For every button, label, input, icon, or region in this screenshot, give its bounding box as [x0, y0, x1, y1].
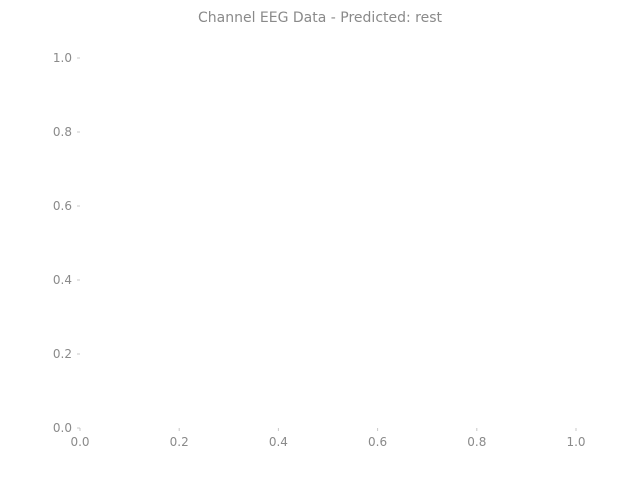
- y-tick-label: 0.8: [53, 125, 72, 139]
- y-tick-label: 0.0: [53, 421, 72, 435]
- x-tick-label: 0.0: [70, 435, 89, 449]
- x-tick-label: 1.0: [566, 435, 585, 449]
- x-tick-label: 0.6: [368, 435, 387, 449]
- y-tick-label: 0.4: [53, 273, 72, 287]
- x-tick-label: 0.8: [467, 435, 486, 449]
- x-axis: 0.0 0.2 0.4 0.6 0.8 1.0: [70, 428, 586, 449]
- x-tick-label: 0.2: [170, 435, 189, 449]
- y-tick-label: 1.0: [53, 51, 72, 65]
- x-tick-label: 0.4: [269, 435, 288, 449]
- y-tick-label: 0.2: [53, 347, 72, 361]
- chart-title: Channel EEG Data - Predicted: rest: [198, 10, 443, 26]
- y-tick-label: 0.6: [53, 199, 72, 213]
- y-axis: 0.0 0.2 0.4 0.6 0.8 1.0: [53, 51, 80, 435]
